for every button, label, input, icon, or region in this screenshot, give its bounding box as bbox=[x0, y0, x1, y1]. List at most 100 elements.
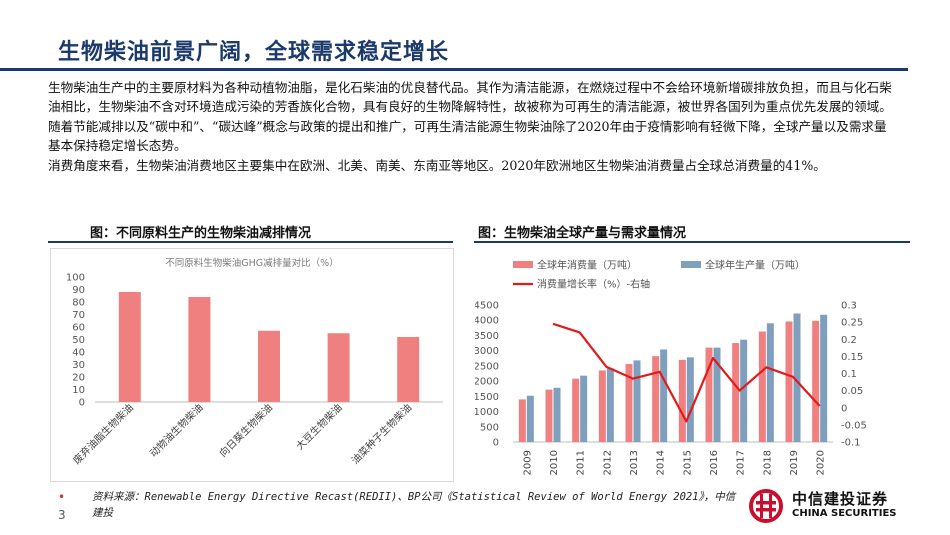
x-tick-label: 2016 bbox=[709, 450, 720, 475]
production-demand-chart: 全球年消费量（万吨） 全球年生产量（万吨） 消费量增长率（%）-右轴 0 500 1000… bbox=[474, 259, 867, 476]
bar bbox=[188, 297, 211, 402]
bar-production bbox=[686, 357, 694, 442]
page-title: 生物柴油前景广阔，全球需求稳定增长 bbox=[58, 40, 450, 65]
legend-label-production: 全球年生产量（万吨） bbox=[705, 259, 805, 272]
emission-chart-panel: 不同原料生物柴油GHG减排量对比（%） 0 10 20 30 40 50 60 70 80 90 10… bbox=[50, 248, 454, 482]
y2-tick-label: -0.05 bbox=[841, 420, 867, 431]
bar-consumption bbox=[572, 378, 580, 442]
bar-production bbox=[660, 349, 668, 442]
bar bbox=[327, 333, 350, 402]
y2-tick-label: 0.05 bbox=[841, 386, 863, 397]
y2-tick-label: 0 bbox=[841, 403, 847, 414]
x-tick-label: 动物油生物柴油 bbox=[147, 401, 206, 460]
x-tick-label: 2010 bbox=[549, 450, 560, 475]
y-tick-label: 3000 bbox=[475, 346, 499, 357]
x-tick-label: 2015 bbox=[682, 450, 693, 475]
bar-consumption bbox=[758, 331, 766, 442]
y-tick-label: 70 bbox=[72, 310, 85, 321]
citic-logo-icon bbox=[749, 489, 783, 523]
y-tick-label: 30 bbox=[72, 360, 85, 371]
y-tick-label: 2500 bbox=[475, 361, 499, 372]
legend-label-consumption: 全球年消费量（万吨） bbox=[537, 259, 637, 272]
growth-rate-line bbox=[552, 322, 821, 423]
x-tick-label: 2018 bbox=[762, 450, 773, 475]
bar-consumption bbox=[678, 359, 686, 442]
left-chart-caption: 图：不同原料生产的生物柴油减排情况 bbox=[90, 226, 312, 241]
bar-production bbox=[580, 375, 588, 442]
source-note: 资料来源：Renewable Energy Directive Recast(R… bbox=[92, 491, 736, 519]
bar-consumption bbox=[732, 343, 740, 442]
title-divider bbox=[0, 68, 908, 71]
y2-tick-label: 0.15 bbox=[841, 352, 863, 363]
legend-label-growth: 消费量增长率（%）-右轴 bbox=[537, 278, 650, 291]
company-logo: 中信建投证券 CHINA SECURITIES bbox=[748, 488, 913, 524]
y-tick-label: 500 bbox=[480, 422, 499, 433]
right-caption-divider bbox=[474, 241, 910, 243]
y-tick-label: 40 bbox=[72, 348, 85, 359]
y-tick-label: 0 bbox=[79, 398, 85, 409]
bar bbox=[258, 330, 280, 402]
x-tick-label: 2013 bbox=[629, 450, 640, 475]
bar-production bbox=[606, 368, 614, 442]
y-tick-label: 60 bbox=[72, 323, 85, 334]
bar-consumption bbox=[812, 320, 820, 442]
y2-tick-label: 0.25 bbox=[841, 318, 863, 329]
bar-production bbox=[740, 339, 748, 442]
bar-production bbox=[793, 313, 801, 442]
x-tick-label: 2011 bbox=[576, 450, 587, 475]
page-number: 3 bbox=[58, 508, 66, 522]
y-tick-label: 0 bbox=[493, 438, 499, 449]
y-tick-label: 1000 bbox=[475, 407, 499, 418]
bar-consumption bbox=[705, 347, 713, 442]
x-tick-label: 2017 bbox=[736, 450, 747, 475]
y-tick-label: 100 bbox=[66, 273, 85, 284]
bar-production bbox=[633, 360, 641, 442]
bar-consumption bbox=[518, 399, 526, 442]
chart-title: 不同原料生物柴油GHG减排量对比（%） bbox=[165, 257, 338, 269]
legend-swatch-production bbox=[681, 261, 701, 268]
y-tick-label: 90 bbox=[72, 285, 85, 296]
legend-swatch-consumption bbox=[513, 261, 533, 268]
y2-tick-label: 0.1 bbox=[841, 369, 857, 380]
y-tick-label: 80 bbox=[72, 298, 85, 309]
bar-consumption bbox=[625, 364, 633, 442]
y-tick-label: 3500 bbox=[475, 331, 499, 342]
x-tick-label: 2009 bbox=[522, 450, 533, 475]
paragraph-2: 消费角度来看，生物柴油消费地区主要集中在欧洲、北美、南美、东南亚等地区。2020… bbox=[48, 157, 826, 173]
paragraph-1: 生物柴油生产中的主要原材料为各种动植物油脂，是化石柴油的优良替代品。其作为清洁能… bbox=[48, 80, 892, 154]
x-tick-label: 2014 bbox=[656, 450, 667, 475]
bar-consumption bbox=[652, 356, 660, 442]
y-tick-label: 20 bbox=[72, 373, 85, 384]
body-text: 生物柴油生产中的主要原材料为各种动植物油脂，是化石柴油的优良替代品。其作为清洁能… bbox=[48, 78, 898, 175]
x-tick-label: 油菜种子生物柴油 bbox=[349, 401, 415, 467]
bar-production bbox=[526, 395, 534, 442]
bar-consumption bbox=[598, 370, 606, 442]
x-tick-label: 废弃油脂生物柴油 bbox=[70, 401, 136, 467]
y-tick-label: 4000 bbox=[475, 316, 499, 327]
left-caption-divider bbox=[48, 241, 453, 243]
y-tick-label: 10 bbox=[72, 385, 85, 396]
y-tick-label: 1500 bbox=[475, 392, 499, 403]
y2-tick-label: 0.2 bbox=[841, 335, 857, 346]
logo-text-cn: 中信建投证券 bbox=[792, 490, 889, 508]
source-bullet: • bbox=[58, 490, 66, 504]
y-tick-label: 50 bbox=[72, 335, 85, 346]
bar-production bbox=[820, 314, 828, 442]
bar-consumption bbox=[545, 389, 553, 442]
x-tick-label: 2019 bbox=[789, 450, 800, 475]
production-chart-panel: 全球年消费量（万吨） 全球年生产量（万吨） 消费量增长率（%）-右轴 0 500 1000… bbox=[474, 248, 906, 482]
bar-consumption bbox=[785, 321, 793, 442]
x-tick-label: 大豆生物柴油 bbox=[293, 401, 345, 453]
x-tick-label: 向日葵生物柴油 bbox=[216, 401, 275, 460]
x-tick-label: 2020 bbox=[816, 450, 827, 475]
x-tick-label: 2012 bbox=[602, 450, 613, 475]
y-tick-label: 4500 bbox=[475, 301, 499, 312]
logo-text-en: CHINA SECURITIES bbox=[792, 508, 897, 519]
bar bbox=[118, 292, 141, 402]
bar-production bbox=[766, 323, 774, 442]
y2-tick-label: 0.3 bbox=[841, 301, 857, 312]
right-chart-caption: 图：生物柴油全球产量与需求量情况 bbox=[478, 226, 687, 241]
y2-tick-label: -0.1 bbox=[841, 438, 861, 449]
y-tick-label: 2000 bbox=[475, 377, 499, 388]
